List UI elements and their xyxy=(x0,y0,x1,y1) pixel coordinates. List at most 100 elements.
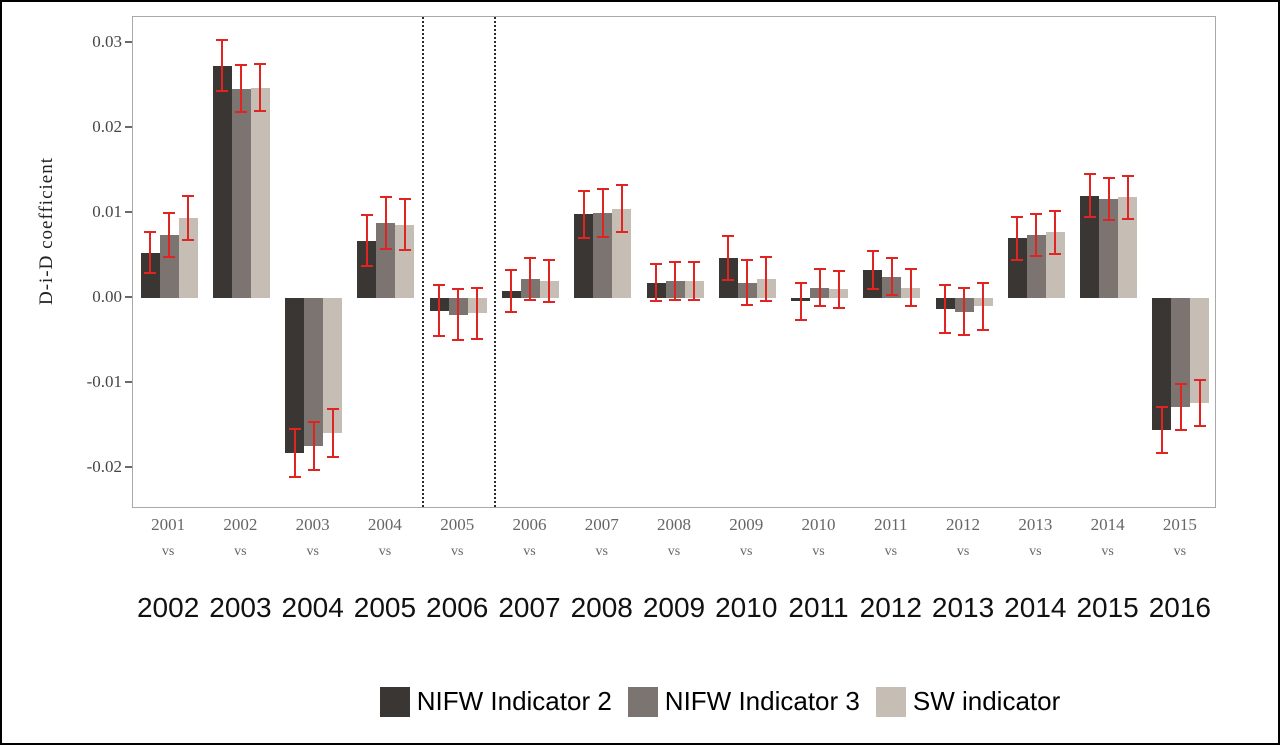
error-bar-cap-bottom xyxy=(1102,219,1115,222)
bar xyxy=(159,234,179,298)
bar xyxy=(357,240,377,298)
x-group-vs: vs xyxy=(523,543,536,559)
error-bar-line xyxy=(601,188,604,237)
x-bottom-year: 2013 xyxy=(931,592,995,623)
error-bar-cap-top xyxy=(1121,175,1134,178)
error-bar-line xyxy=(582,190,585,239)
y-tick-label: -0.01 xyxy=(86,372,122,392)
bar xyxy=(178,217,198,298)
bar xyxy=(1007,238,1027,298)
x-group-year: 2008 xyxy=(656,515,691,534)
error-bar-cap-top xyxy=(288,427,301,430)
error-bar-cap-top xyxy=(794,281,807,284)
x-group-label: 2015 vs xyxy=(1144,515,1216,559)
error-bar-cap-top xyxy=(360,214,373,217)
error-bar-cap-top xyxy=(832,269,845,272)
x-group-year: 2013 xyxy=(1018,515,1053,534)
error-bar-cap-bottom xyxy=(722,279,735,282)
error-bar-line xyxy=(168,212,171,258)
error-bar-cap-bottom xyxy=(360,265,373,268)
error-bar-line xyxy=(1088,174,1091,218)
y-tick-label: 0.03 xyxy=(92,31,122,51)
x-group-vs: vs xyxy=(234,543,247,559)
x-group-label: 2005 vs xyxy=(421,515,493,559)
dotted-boundary-line xyxy=(422,17,425,507)
x-group-label: 2001 vs xyxy=(132,515,204,559)
error-bar-line xyxy=(187,195,190,240)
error-bar-line xyxy=(221,39,224,92)
error-bar-line xyxy=(963,287,966,336)
legend-swatch xyxy=(627,686,658,717)
error-bar-cap-top xyxy=(398,198,411,201)
bar xyxy=(593,212,613,298)
x-group-label: 2014 vs xyxy=(1071,515,1143,559)
bar xyxy=(323,297,343,434)
error-bar-line xyxy=(818,268,821,307)
x-group-label: 2008 vs xyxy=(638,515,710,559)
error-bar-cap-bottom xyxy=(379,247,392,250)
error-bar-cap-top xyxy=(1030,212,1043,215)
error-bar-line xyxy=(240,64,243,113)
error-bar-line xyxy=(384,197,387,249)
error-bar-cap-bottom xyxy=(182,239,195,242)
error-bar-cap-bottom xyxy=(1174,428,1187,431)
bar xyxy=(376,222,396,298)
error-bar-cap-bottom xyxy=(326,456,339,459)
error-bar-cap-top xyxy=(216,38,229,41)
x-group-year: 2007 xyxy=(584,515,619,534)
legend-swatch xyxy=(875,686,906,717)
error-bar-cap-top xyxy=(760,256,773,259)
error-bar-cap-bottom xyxy=(543,301,556,304)
x-group-vs: vs xyxy=(1173,543,1187,559)
x-bottom-year: 2005 xyxy=(353,592,417,623)
error-bar-cap-bottom xyxy=(1011,258,1024,261)
error-bar-line xyxy=(1179,383,1182,430)
y-tick-mark xyxy=(125,210,132,213)
legend-label: SW indicator xyxy=(912,686,1061,716)
error-bar-cap-top xyxy=(669,261,681,264)
x-bottom-year: 2009 xyxy=(642,592,706,623)
bar xyxy=(1118,197,1138,298)
error-bar-cap-top xyxy=(1193,378,1206,381)
error-bar-cap-bottom xyxy=(433,335,446,338)
x-group-label: 2003 vs xyxy=(277,515,349,559)
error-bar-cap-bottom xyxy=(505,311,518,314)
bar xyxy=(1152,297,1172,430)
y-tick-label: 0.00 xyxy=(92,286,122,306)
error-bar-line xyxy=(765,257,768,302)
error-bar-cap-bottom xyxy=(741,303,754,306)
error-bar-cap-bottom xyxy=(163,256,176,259)
x-group-label: 2013 vs xyxy=(999,515,1071,559)
error-bar-line xyxy=(693,262,695,300)
error-bar-line xyxy=(837,270,840,309)
y-tick-label: -0.02 xyxy=(86,457,122,477)
x-group-label: 2010 vs xyxy=(782,515,854,559)
y-tick-mark xyxy=(125,40,132,43)
x-group-vs: vs xyxy=(667,543,681,559)
bar xyxy=(1026,234,1046,298)
error-bar-line xyxy=(655,263,657,302)
error-bar-line xyxy=(1107,177,1110,221)
error-bar-line xyxy=(1198,379,1201,426)
error-bar-cap-bottom xyxy=(977,329,990,332)
bar xyxy=(1190,297,1210,403)
error-bar-cap-top xyxy=(1155,405,1168,408)
error-bar-line xyxy=(674,262,676,300)
error-bar-cap-top xyxy=(1011,216,1024,219)
error-bar-cap-bottom xyxy=(288,475,301,478)
error-bar-cap-bottom xyxy=(235,111,248,114)
bar xyxy=(285,297,305,453)
error-bar-cap-bottom xyxy=(254,110,267,113)
error-bar-cap-bottom xyxy=(1083,216,1096,219)
error-bar-cap-top xyxy=(505,268,518,271)
x-group-vs: vs xyxy=(740,543,753,559)
bar xyxy=(574,214,594,298)
x-bottom-year: 2002 xyxy=(136,592,200,623)
x-group-vs: vs xyxy=(595,543,608,559)
bar xyxy=(231,88,251,298)
error-bar-cap-top xyxy=(379,196,392,199)
x-group-year: 2012 xyxy=(946,515,981,534)
bar xyxy=(140,252,160,298)
bar xyxy=(1045,232,1065,298)
error-bar-line xyxy=(510,269,513,313)
